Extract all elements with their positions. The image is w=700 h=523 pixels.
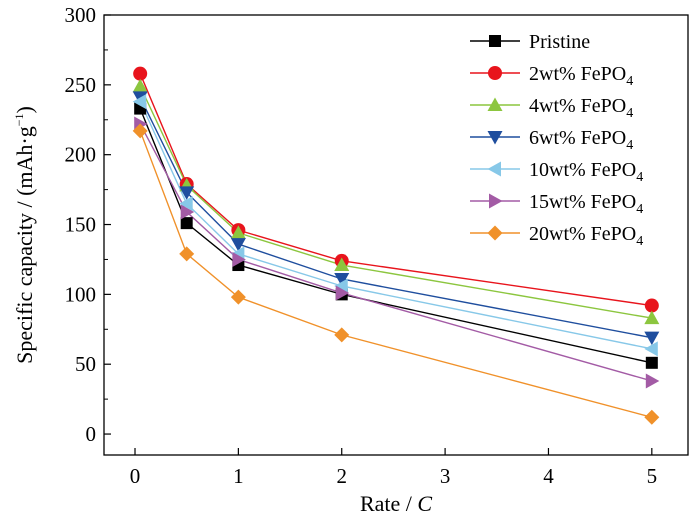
legend-label: 2wt% FePO4 xyxy=(529,63,633,89)
legend-marker xyxy=(487,97,503,111)
y-tick-label: 0 xyxy=(86,422,97,446)
y-axis-label-sup: −1 xyxy=(12,113,26,126)
legend-marker xyxy=(487,161,501,177)
data-point xyxy=(230,238,246,252)
legend-item: 15wt% FePO4 xyxy=(470,191,643,217)
data-point xyxy=(180,204,195,220)
y-tick-label: 100 xyxy=(65,282,97,306)
marks-layer xyxy=(132,66,660,425)
data-point xyxy=(179,246,195,262)
legend-marker xyxy=(489,193,503,209)
data-point xyxy=(644,341,658,357)
y-axis-label-close: ) xyxy=(12,106,37,113)
data-point xyxy=(232,251,246,267)
data-point xyxy=(230,225,246,239)
data-point xyxy=(335,285,350,301)
data-point xyxy=(133,66,148,81)
legend-marker xyxy=(487,225,503,241)
data-point xyxy=(132,123,148,139)
data-point xyxy=(179,186,195,200)
legend-label: 4wt% FePO4 xyxy=(529,95,633,121)
data-point xyxy=(644,310,660,325)
x-axis-label: Rate / C xyxy=(360,491,432,516)
y-tick-label: 150 xyxy=(65,213,97,237)
legend-label: 15wt% FePO4 xyxy=(529,191,643,217)
data-point xyxy=(334,273,350,287)
legend-marker xyxy=(487,131,503,145)
legend-item: 2wt% FePO4 xyxy=(470,63,633,89)
y-tick-label: 300 xyxy=(65,3,97,27)
y-tick-label: 250 xyxy=(65,73,97,97)
x-tick-label: 3 xyxy=(440,464,451,488)
data-point xyxy=(334,327,350,343)
plot-frame xyxy=(103,14,689,456)
legend-marker xyxy=(489,35,501,47)
legend-item: 20wt% FePO4 xyxy=(470,223,643,249)
x-tick-label: 0 xyxy=(130,464,141,488)
legend-label: Pristine xyxy=(529,31,590,53)
x-tick-label: 2 xyxy=(336,464,347,488)
x-axis-label-italic: C xyxy=(417,491,432,516)
x-tick-label: 5 xyxy=(647,464,658,488)
series-markers xyxy=(132,123,660,425)
data-point xyxy=(644,409,660,425)
data-point xyxy=(644,298,659,313)
data-point xyxy=(180,217,193,230)
legend-marker xyxy=(488,66,502,80)
data-point xyxy=(334,278,348,294)
legend-label: 6wt% FePO4 xyxy=(529,127,633,153)
x-tick-label: 1 xyxy=(233,464,244,488)
legend-item: 4wt% FePO4 xyxy=(470,95,633,121)
data-point xyxy=(644,331,660,346)
x-tick-label: 4 xyxy=(543,464,554,488)
data-point xyxy=(645,356,658,369)
data-point xyxy=(132,94,147,110)
legend-item: Pristine xyxy=(470,31,590,53)
legend-item: 6wt% FePO4 xyxy=(470,127,633,153)
legend: Pristine 2wt% FePO4 4wt% FePO4 6wt% FePO4 10… xyxy=(470,31,643,249)
y-tick-label: 50 xyxy=(75,352,96,376)
series-markers xyxy=(132,78,660,325)
legend-label: 10wt% FePO4 xyxy=(529,159,643,185)
legend-label: 20wt% FePO4 xyxy=(529,223,643,249)
legend-item: 10wt% FePO4 xyxy=(470,159,643,185)
data-point xyxy=(645,373,660,389)
data-point xyxy=(334,257,350,272)
data-point xyxy=(179,196,193,212)
y-axis-label: Specific capacity / (mAh·g−1) xyxy=(12,106,37,364)
data-point xyxy=(230,289,246,305)
data-point xyxy=(132,78,148,93)
y-tick-label: 200 xyxy=(65,143,97,167)
